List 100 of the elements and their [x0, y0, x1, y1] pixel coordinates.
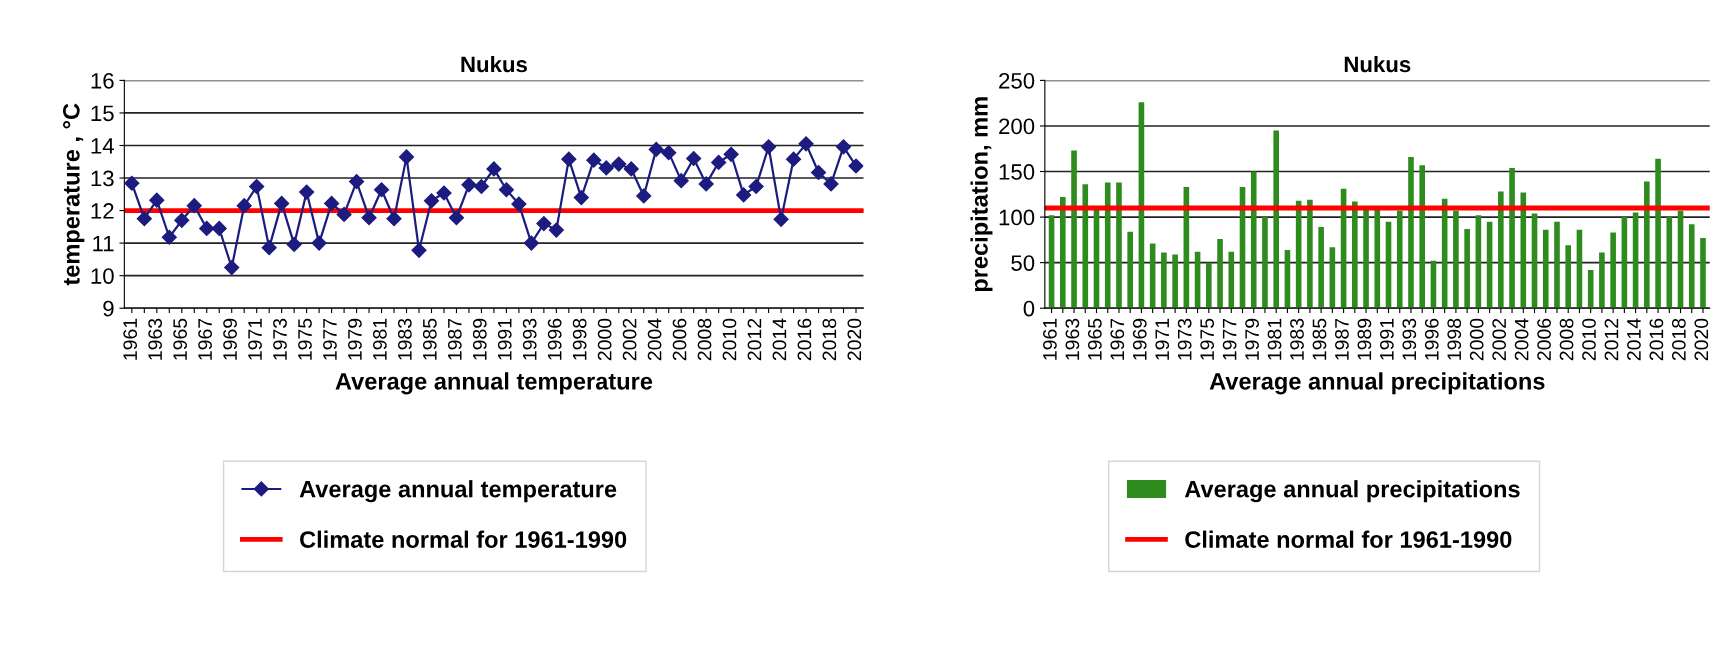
bar — [1542, 229, 1549, 309]
x-tick-label: 1977 — [323, 318, 337, 360]
y-tick-label: 100 — [999, 209, 1035, 226]
point — [773, 211, 789, 227]
point — [249, 178, 265, 195]
bar — [1127, 231, 1133, 309]
x-tick-label: 1967 — [1110, 318, 1125, 360]
bar — [1250, 171, 1257, 309]
y-tick-label: 150 — [999, 164, 1035, 180]
bar — [1464, 228, 1470, 309]
bar — [1352, 201, 1358, 309]
x-tick-label: 2004 — [1514, 318, 1529, 361]
bar — [1161, 252, 1167, 309]
bar — [1644, 181, 1650, 309]
x-tick-label: 1983 — [397, 318, 412, 360]
x-tick-label: 2002 — [1492, 318, 1507, 361]
point — [786, 151, 802, 167]
x-tick-label: 2012 — [747, 318, 762, 361]
bar — [1374, 209, 1381, 309]
y-axis-title: precipitation, mm — [970, 97, 993, 292]
bar — [1206, 262, 1212, 309]
bar — [1419, 165, 1426, 309]
bar — [1060, 197, 1066, 309]
point — [286, 236, 302, 252]
x-tick-label: 2010 — [722, 318, 737, 361]
bar — [1307, 199, 1313, 309]
point — [336, 206, 352, 223]
point — [386, 211, 402, 227]
point — [349, 174, 365, 190]
x-tick-label: 1985 — [1312, 318, 1327, 360]
bar — [1509, 167, 1515, 309]
point — [174, 212, 190, 228]
point — [536, 216, 552, 232]
x-tick-label: 1961 — [1043, 318, 1057, 360]
y-tick-label: 11 — [93, 235, 114, 252]
point — [648, 141, 664, 157]
x-tick-label: 1973 — [1177, 318, 1192, 360]
point — [236, 198, 252, 214]
x-tick-label: 1967 — [198, 318, 212, 360]
point — [411, 242, 427, 258]
x-tick-label: 2016 — [797, 318, 812, 361]
point — [711, 154, 727, 170]
point — [823, 176, 839, 192]
x-tick-label: 1971 — [248, 318, 262, 360]
point — [761, 139, 777, 155]
chart-title: Nukus — [1344, 55, 1411, 73]
x-tick-label: 1965 — [1087, 318, 1102, 360]
x-tick-label: 2018 — [822, 318, 837, 361]
x-tick-label: 2006 — [672, 318, 687, 361]
y-tick-label: 250 — [999, 72, 1035, 89]
x-tick-label: 1996 — [547, 318, 562, 360]
point — [274, 195, 290, 211]
point — [623, 161, 639, 177]
x-tick-label: 1993 — [1402, 318, 1417, 360]
legend-label: Average annual temperature — [299, 480, 617, 503]
point — [211, 220, 227, 237]
x-tick-label: 2008 — [697, 318, 712, 361]
bar — [1453, 210, 1459, 309]
point — [311, 235, 327, 251]
x-tick-label: 1981 — [1267, 318, 1282, 360]
point — [186, 198, 202, 214]
y-tick-label: 200 — [999, 118, 1035, 135]
bar — [1498, 191, 1504, 309]
x-tick-label: 1977 — [1222, 318, 1237, 360]
y-tick-label: 16 — [91, 72, 114, 89]
x-tick-label: 1981 — [373, 318, 387, 360]
x-tick-label: 2004 — [647, 318, 662, 361]
point — [673, 173, 689, 189]
point — [561, 151, 577, 167]
point — [423, 193, 440, 209]
legend-label: Climate normal for 1961-1990 — [1185, 530, 1512, 548]
x-tick-label: 1969 — [1132, 318, 1147, 360]
bar — [1688, 224, 1695, 309]
point — [299, 184, 315, 200]
point — [461, 177, 477, 193]
x-tick-label: 2020 — [847, 318, 862, 361]
x-tick-label: 2010 — [1582, 318, 1596, 361]
bar — [1565, 245, 1572, 309]
chart-title: Nukus — [461, 55, 527, 73]
y-tick-label: 13 — [91, 170, 114, 187]
point — [486, 161, 502, 177]
point — [199, 220, 215, 237]
point — [361, 210, 377, 226]
point — [523, 235, 539, 251]
x-tick-label: 1963 — [1065, 318, 1080, 360]
x-tick-label: 1985 — [422, 318, 437, 360]
bar — [1396, 210, 1403, 309]
point — [224, 259, 240, 276]
x-tick-label: 2002 — [622, 318, 637, 361]
bar — [1599, 252, 1605, 309]
x-tick-label: 1996 — [1424, 318, 1439, 360]
bar — [1082, 184, 1089, 309]
x-tick-label: 1983 — [1290, 318, 1304, 360]
point — [611, 156, 627, 172]
bar — [1520, 192, 1527, 309]
x-axis-title: Average annual precipitations — [1209, 372, 1545, 395]
y-tick-label: 0 — [1023, 300, 1035, 317]
x-tick-label: 1987 — [447, 318, 462, 360]
bar — [1273, 130, 1280, 309]
x-tick-label: 1987 — [1335, 318, 1349, 360]
